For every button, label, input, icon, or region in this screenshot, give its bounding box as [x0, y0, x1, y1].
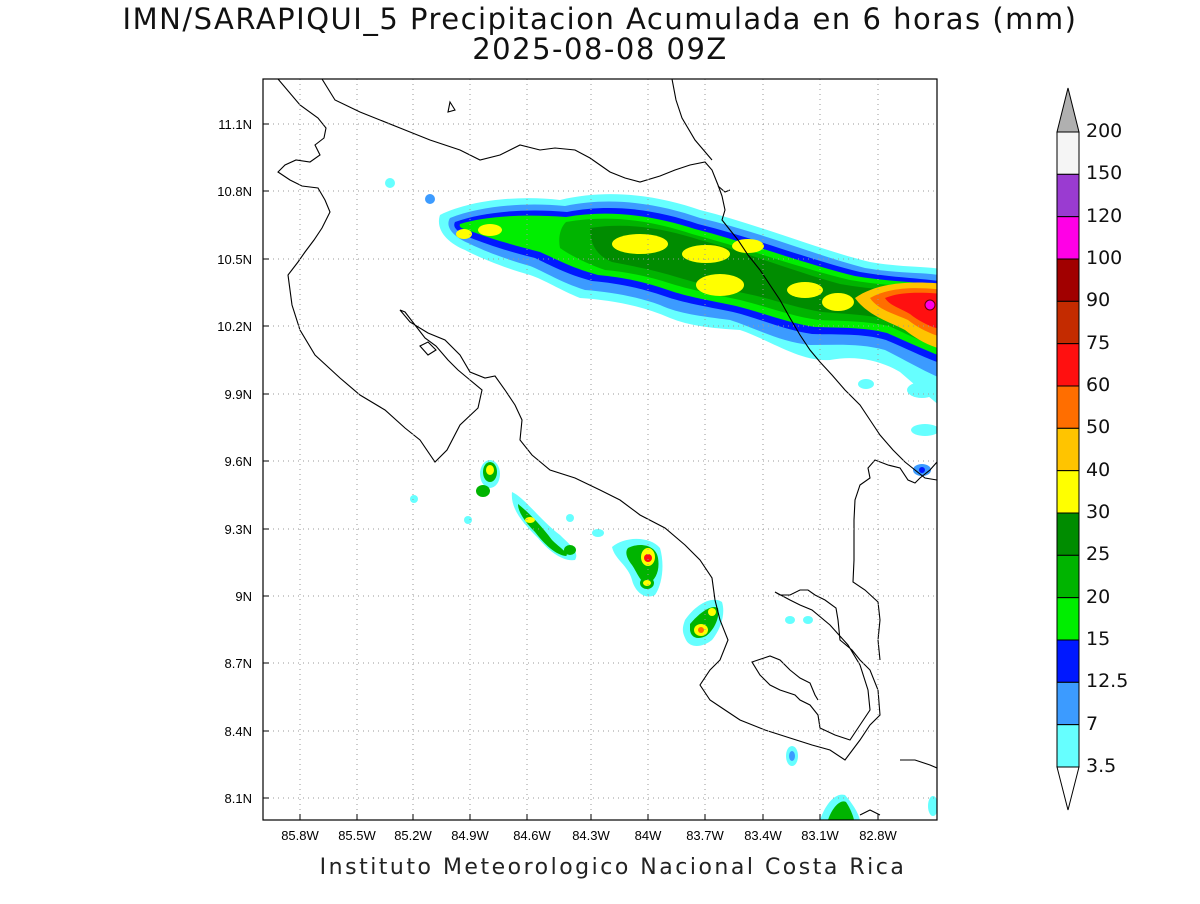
lat-label: 10.5N — [217, 252, 252, 267]
colorbar-segment — [1056, 724, 1080, 768]
colorbar-segment — [1056, 554, 1080, 599]
colorbar-label: 3.5 — [1086, 755, 1117, 777]
colorbar-segment — [1056, 131, 1080, 175]
lat-label: 9.3N — [225, 522, 252, 537]
colorbar-bottom-arrow — [1056, 766, 1080, 811]
lat-label: 8.4N — [225, 724, 252, 739]
graticule — [263, 79, 937, 820]
map-subtitle-date: 2025-08-08 09Z — [472, 32, 728, 66]
colorbar-segment — [1056, 639, 1080, 683]
colorbar-segment — [1056, 300, 1080, 345]
colorbar-segment — [1056, 343, 1080, 387]
coastlines — [277, 79, 937, 816]
colorbar-segment — [1056, 681, 1080, 726]
lon-label: 83.7W — [686, 828, 724, 843]
colorbar-segment — [1056, 385, 1080, 429]
colorbar-label: 50 — [1086, 416, 1111, 439]
colorbar-label: 90 — [1086, 289, 1111, 312]
map-title: IMN/SARAPIQUI_5 Precipitacion Acumulada … — [122, 2, 1078, 36]
precipitation-field — [385, 178, 937, 820]
map-frame — [262, 78, 938, 821]
colorbar — [1056, 87, 1080, 811]
colorbar-segment — [1056, 216, 1080, 260]
lon-label: 84.6W — [513, 828, 551, 843]
lon-label: 84.3W — [572, 828, 610, 843]
lat-label: 9.9N — [225, 387, 252, 402]
lat-label: 9N — [235, 589, 252, 604]
lat-label: 10.8N — [217, 184, 252, 199]
lon-label: 85.2W — [394, 828, 432, 843]
colorbar-label: 25 — [1086, 543, 1111, 566]
lon-label: 85.5W — [338, 828, 376, 843]
colorbar-label: 20 — [1086, 585, 1111, 608]
longitude-labels: 85.8W 85.5W 85.2W 84.9W 84.6W 84.3W 84W … — [281, 828, 897, 843]
lon-label: 85.8W — [281, 828, 319, 843]
colorbar-label: 15 — [1086, 628, 1111, 650]
colorbar-label: 12.5 — [1086, 670, 1129, 693]
lat-label: 8.1N — [225, 791, 252, 806]
colorbar-segment — [1056, 173, 1080, 218]
colorbar-top-arrow — [1056, 87, 1080, 133]
lon-label: 84.9W — [451, 828, 489, 843]
lat-label: 8.7N — [225, 656, 252, 671]
lat-label: 10.2N — [217, 319, 252, 334]
colorbar-label: 120 — [1086, 204, 1123, 227]
lon-label: 84W — [635, 828, 662, 843]
lon-label: 82.8W — [859, 828, 897, 843]
colorbar-label: 30 — [1086, 501, 1111, 523]
lon-label: 83.4W — [744, 828, 782, 843]
colorbar-label: 60 — [1086, 374, 1111, 396]
institution-credit: Instituto Meteorologico Nacional Costa R… — [319, 855, 907, 880]
colorbar-label: 200 — [1086, 120, 1123, 142]
colorbar-segment — [1056, 597, 1080, 641]
colorbar-label: 150 — [1086, 162, 1123, 185]
lat-label: 11.1N — [218, 117, 252, 132]
colorbar-segment — [1056, 470, 1080, 514]
colorbar-label: 40 — [1086, 458, 1111, 481]
latitude-labels: 11.1N 10.8N 10.5N 10.2N 9.9N 9.6N 9.3N 9… — [217, 117, 252, 806]
lat-label: 9.6N — [225, 454, 252, 469]
colorbar-label: 75 — [1086, 331, 1111, 354]
lon-label: 83.1W — [801, 828, 839, 843]
colorbar-segment — [1056, 427, 1080, 472]
colorbar-segment — [1056, 258, 1080, 302]
colorbar-label: 100 — [1086, 247, 1123, 269]
colorbar-label: 7 — [1086, 712, 1099, 735]
colorbar-segment — [1056, 512, 1080, 556]
